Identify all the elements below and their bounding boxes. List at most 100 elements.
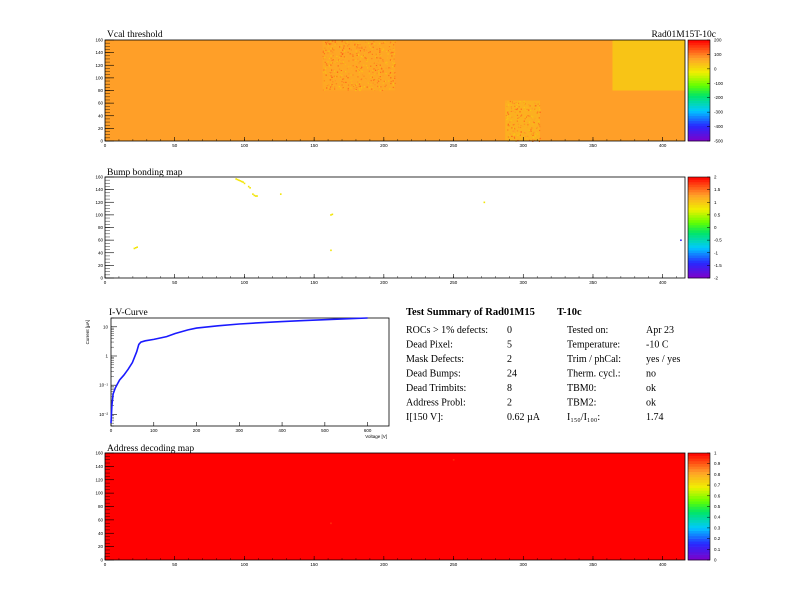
map-speckle	[331, 51, 334, 53]
map-speckle	[520, 131, 522, 133]
map-speckle	[533, 122, 535, 124]
scale-band	[688, 458, 710, 462]
scale-band	[688, 42, 710, 46]
map-speckle	[334, 70, 336, 72]
map-speckle	[381, 42, 383, 45]
map-speckle	[322, 50, 324, 52]
iv-x-tick-label: 400	[278, 428, 286, 433]
scale-band	[688, 514, 710, 518]
map-speckle	[534, 139, 536, 141]
map-speckle	[363, 51, 366, 53]
map-speckle	[530, 128, 532, 130]
map-speckle	[519, 111, 521, 113]
scale-band	[688, 247, 710, 251]
map-speckle	[512, 102, 514, 104]
map-speckle	[343, 81, 345, 83]
scale-band	[688, 90, 710, 94]
map-speckle	[333, 41, 335, 43]
map-speckle	[513, 123, 515, 126]
map-speckle	[323, 69, 325, 71]
scale-band	[688, 103, 710, 106]
map-speckle	[377, 57, 379, 59]
map-speckle	[512, 110, 514, 112]
iv-y-tick-label: 10⁻²	[99, 412, 108, 417]
scale-band	[688, 57, 710, 61]
x-tick-label: 150	[310, 562, 318, 567]
map-speckle	[534, 135, 537, 137]
map-speckle	[367, 67, 369, 69]
scale-band	[688, 72, 710, 76]
map-speckle	[377, 60, 379, 62]
map-speckle	[512, 124, 514, 126]
map-speckle	[382, 71, 384, 73]
x-tick-label: 100	[241, 143, 249, 148]
map-speckle	[527, 120, 529, 122]
map-speckle	[382, 60, 384, 63]
map-speckle	[363, 41, 365, 43]
map-speckle	[520, 126, 522, 128]
map-speckle	[339, 76, 342, 78]
map-speckle	[365, 79, 367, 81]
iv-y-tick-label: 10	[103, 324, 109, 329]
map-speckle	[390, 80, 392, 83]
scale-band	[688, 123, 710, 127]
summary-label: Address Probl:	[406, 398, 466, 409]
map-speckle	[350, 80, 352, 82]
map-speckle	[511, 118, 514, 120]
map-speckle	[351, 53, 353, 55]
map-speckle	[369, 52, 372, 54]
map-speckle	[372, 46, 374, 48]
y-tick-label: 140	[95, 464, 103, 469]
scale-band	[688, 242, 710, 246]
map-speckle	[539, 108, 541, 110]
scale-band	[688, 60, 710, 64]
map-speckle	[535, 103, 537, 105]
map-speckle	[330, 48, 332, 50]
map-speckle	[389, 73, 391, 75]
map-speckle	[361, 74, 364, 76]
map-speckle	[373, 79, 376, 81]
map-speckle	[391, 60, 393, 62]
map-speckle	[353, 88, 355, 90]
y-tick-label: 100	[95, 491, 103, 496]
scale-band	[688, 50, 710, 53]
map-speckle	[322, 64, 324, 66]
map-speckle	[359, 85, 361, 87]
map-speckle	[376, 79, 379, 81]
map-speckle	[361, 46, 363, 48]
map-speckle	[322, 61, 324, 63]
map-speckle	[392, 62, 394, 64]
map-speckle	[536, 127, 538, 129]
map-speckle	[517, 119, 520, 121]
map-speckle	[358, 80, 360, 82]
map-speckle	[347, 56, 349, 58]
map-speckle	[358, 61, 360, 63]
map-speckle	[385, 84, 387, 86]
map-speckle	[336, 72, 338, 74]
map-speckle	[506, 135, 508, 137]
map-speckle	[329, 86, 332, 88]
map-pixel	[330, 249, 332, 252]
summary-label: Temperature:	[567, 340, 620, 351]
x-tick-label: 100	[241, 562, 249, 567]
map-speckle	[519, 100, 521, 103]
map-speckle	[343, 71, 345, 73]
map-speckle	[359, 88, 361, 90]
map-speckle	[369, 87, 371, 89]
map-speckle	[510, 109, 512, 111]
map-speckle	[329, 76, 331, 79]
map-speckle	[507, 109, 509, 111]
map-speckle	[391, 56, 393, 58]
map-speckle	[510, 104, 512, 106]
map-speckle	[332, 55, 334, 57]
scale-band	[688, 463, 710, 467]
map-speckle	[331, 85, 333, 87]
scale-label: 0.7	[714, 483, 721, 488]
iv-curve-line	[110, 317, 368, 424]
scale-band	[688, 125, 710, 129]
map-speckle	[373, 68, 375, 70]
map-speckle	[333, 75, 335, 77]
scale-band	[688, 187, 710, 190]
y-tick-label: 160	[95, 175, 103, 180]
